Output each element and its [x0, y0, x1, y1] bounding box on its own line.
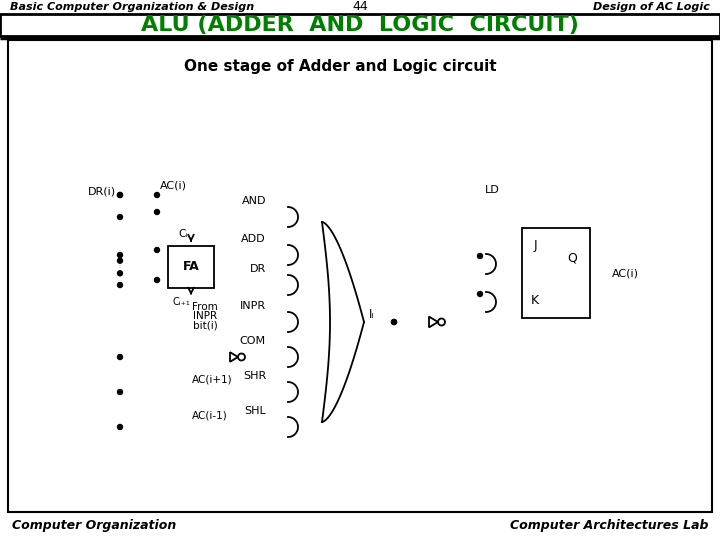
Text: K: K: [531, 294, 539, 307]
Bar: [0, 14, 720, 36]
Bar: [168, 246, 214, 288]
Circle shape: [155, 192, 160, 198]
Text: DR(i): DR(i): [88, 186, 116, 196]
Circle shape: [117, 389, 122, 395]
Circle shape: [117, 192, 122, 198]
Text: SHR: SHR: [243, 371, 266, 381]
Text: DR: DR: [250, 264, 266, 274]
Text: One stage of Adder and Logic circuit: One stage of Adder and Logic circuit: [184, 58, 496, 73]
Circle shape: [117, 282, 122, 287]
Circle shape: [117, 354, 122, 360]
Text: INPR: INPR: [193, 311, 217, 321]
Text: From: From: [192, 302, 218, 312]
Text: J: J: [534, 240, 537, 253]
Circle shape: [155, 278, 160, 282]
Text: INPR: INPR: [240, 301, 266, 311]
Circle shape: [117, 192, 122, 198]
Text: 44: 44: [352, 1, 368, 14]
Text: AC(i-1): AC(i-1): [192, 410, 228, 420]
Text: AC(i): AC(i): [160, 180, 187, 190]
Circle shape: [392, 320, 397, 325]
Text: bit(i): bit(i): [193, 320, 217, 330]
Circle shape: [477, 253, 482, 259]
Circle shape: [117, 271, 122, 276]
Circle shape: [155, 247, 160, 253]
Text: Cᵢ: Cᵢ: [179, 229, 188, 239]
Text: Basic Computer Organization & Design: Basic Computer Organization & Design: [10, 2, 254, 12]
Circle shape: [392, 320, 397, 325]
Circle shape: [117, 214, 122, 219]
Text: SHL: SHL: [244, 406, 266, 416]
Text: Computer Architectures Lab: Computer Architectures Lab: [510, 518, 708, 531]
Circle shape: [117, 258, 122, 263]
Text: ADD: ADD: [241, 234, 266, 244]
Text: AC(i+1): AC(i+1): [192, 375, 233, 385]
Text: Cᵢ₊₁: Cᵢ₊₁: [172, 297, 190, 307]
Circle shape: [155, 210, 160, 214]
Circle shape: [477, 292, 482, 296]
Text: Design of AC Logic: Design of AC Logic: [593, 2, 710, 12]
Bar: [522, 228, 590, 318]
Text: AND: AND: [241, 196, 266, 206]
Text: Computer Organization: Computer Organization: [12, 518, 176, 531]
Bar: [8, 40, 712, 512]
Text: AC(i): AC(i): [612, 268, 639, 278]
Text: Q: Q: [567, 252, 577, 265]
Text: LD: LD: [485, 185, 500, 195]
Circle shape: [117, 424, 122, 429]
Text: ALU (ADDER  AND  LOGIC  CIRCUIT): ALU (ADDER AND LOGIC CIRCUIT): [141, 15, 579, 35]
Text: COM: COM: [240, 336, 266, 346]
Text: FA: FA: [183, 260, 199, 273]
Text: Iᵢ: Iᵢ: [369, 307, 374, 321]
Circle shape: [117, 253, 122, 258]
